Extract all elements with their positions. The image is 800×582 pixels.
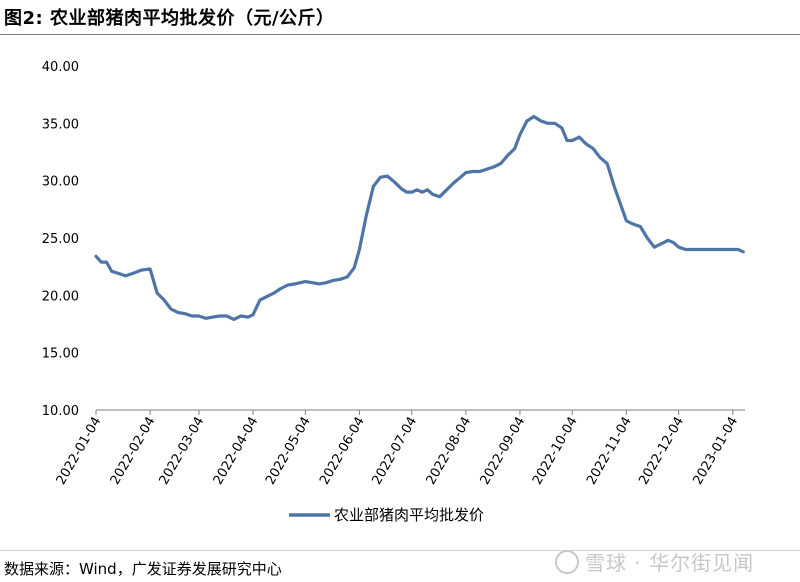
x-tick-label: 2022-05-04 [263, 415, 314, 488]
series-line [94, 114, 745, 321]
x-tick-label: 2022-09-04 [478, 415, 529, 488]
x-tick-label: 2022-11-04 [584, 415, 635, 488]
footer-divider [0, 550, 800, 551]
x-tick-label: 2022-07-04 [369, 415, 420, 488]
source-note: 数据来源：Wind，广发证券发展研究中心 [4, 560, 282, 578]
legend-label: 农业部猪肉平均批发价 [334, 506, 484, 524]
y-tick-label: 25.00 [42, 232, 79, 247]
watermark-text: 雪球 · 华尔街见闻 [585, 551, 755, 575]
figure-title: 图2: 农业部猪肉平均批发价（元/公斤） [4, 8, 335, 29]
price-line-chart: 10.00 15.00 20.00 25.00 30.00 35.00 40.00 2022… [42, 60, 745, 524]
x-tick-label: 2022-12-04 [636, 415, 687, 488]
watermark: 雪球 · 华尔街见闻 [555, 547, 754, 576]
x-tick-label: 2022-06-04 [317, 415, 368, 488]
y-axis: 10.00 15.00 20.00 25.00 30.00 35.00 40.00 [42, 60, 79, 419]
x-tick-label: 2022-10-04 [530, 415, 581, 488]
x-tick-label: 2022-01-04 [54, 415, 105, 488]
y-tick-label: 40.00 [42, 60, 79, 75]
y-tick-label: 15.00 [42, 347, 79, 362]
title-divider [0, 34, 800, 35]
x-tick-label: 2023-01-04 [690, 415, 741, 488]
y-tick-label: 20.00 [42, 289, 79, 304]
legend: 农业部猪肉平均批发价 [289, 506, 484, 524]
snowball-logo-icon [555, 550, 579, 574]
series-layer [94, 114, 745, 321]
x-tick-label: 2022-04-04 [211, 415, 262, 488]
x-tick-label: 2022-08-04 [424, 415, 475, 488]
y-tick-label: 35.00 [42, 117, 79, 132]
x-tick-label: 2022-03-04 [157, 415, 208, 488]
y-tick-label: 10.00 [42, 404, 79, 419]
x-tick-label: 2022-02-04 [108, 415, 159, 488]
y-tick-label: 30.00 [42, 175, 79, 190]
